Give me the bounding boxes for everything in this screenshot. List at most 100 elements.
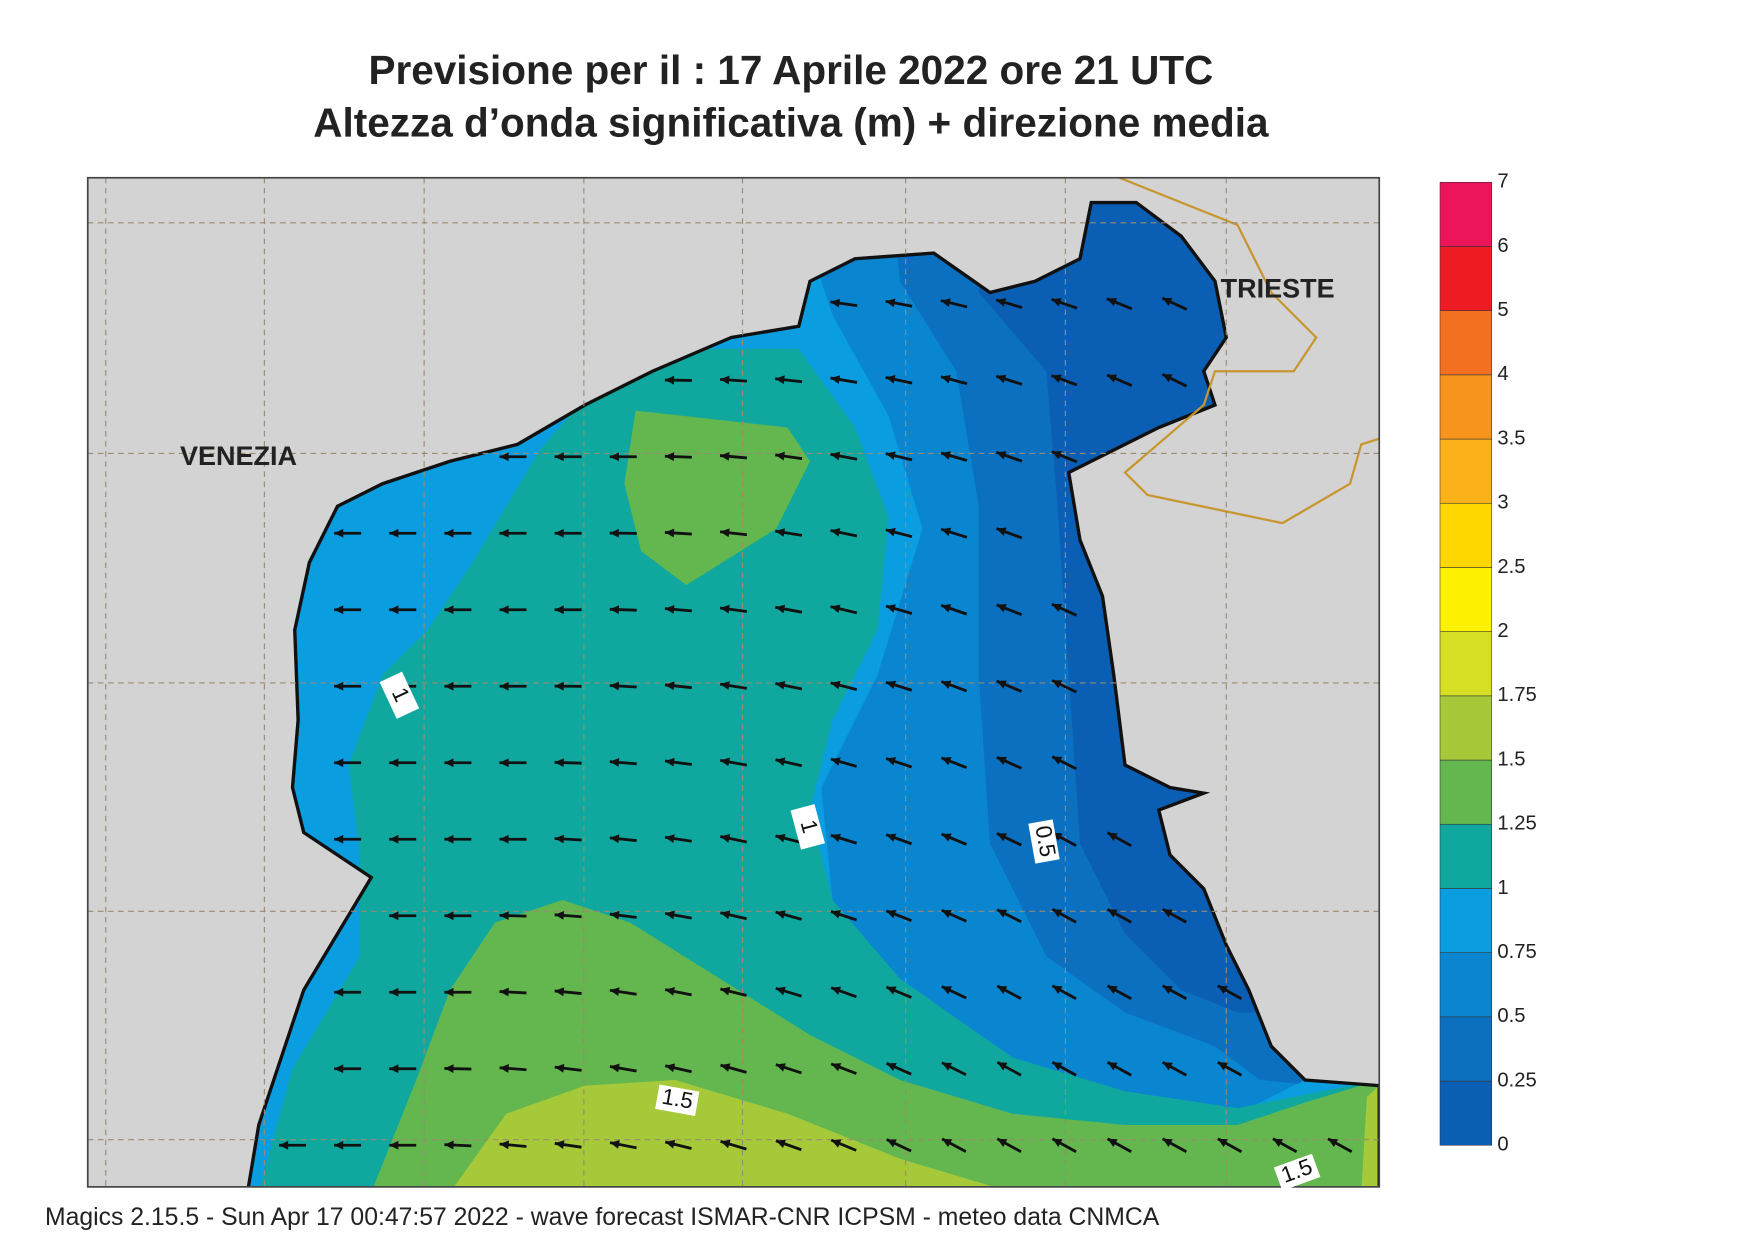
contour-labels: 11 0.51.51.5 xyxy=(379,671,1321,1191)
arrow xyxy=(1161,1137,1188,1153)
arrow-head xyxy=(885,451,896,461)
arrow xyxy=(664,528,692,538)
arrow-head xyxy=(1052,680,1063,689)
arrow-head xyxy=(720,757,730,767)
arrow-head xyxy=(1106,298,1117,307)
arrow-head xyxy=(720,910,731,920)
arrow xyxy=(554,452,582,462)
arrow xyxy=(334,528,362,538)
colorbar-box xyxy=(1439,888,1493,953)
colorbar-box xyxy=(1439,246,1493,311)
frame xyxy=(86,176,1381,1188)
colorbar-box xyxy=(1439,181,1493,247)
arrow xyxy=(389,1064,417,1074)
arrow xyxy=(996,984,1022,1000)
arrow xyxy=(830,910,858,922)
arrow-head xyxy=(554,681,564,691)
colorbar-label: 7 xyxy=(1497,171,1508,193)
arrow xyxy=(279,1140,306,1150)
arrow-head xyxy=(554,605,564,615)
colorbar-box xyxy=(1439,310,1493,376)
arrow-head xyxy=(885,375,896,384)
arrow-head xyxy=(609,605,620,614)
arrow xyxy=(499,681,527,691)
arrow xyxy=(1106,297,1133,311)
contour-label-box xyxy=(1028,819,1060,864)
arrow xyxy=(664,834,692,843)
colorbar-box xyxy=(1439,823,1493,889)
arrow xyxy=(1161,296,1188,311)
colorbar-label: 0.5 xyxy=(1497,1005,1525,1027)
arrow xyxy=(444,528,472,538)
arrow-head xyxy=(941,757,952,766)
arrow-head xyxy=(334,605,344,615)
arrow-head xyxy=(941,909,952,918)
arrow xyxy=(609,681,637,691)
band xyxy=(1361,1085,1380,1187)
colorbar-label: 4 xyxy=(1497,363,1508,385)
arrow xyxy=(885,757,913,769)
arrow-head xyxy=(444,605,454,615)
arrow xyxy=(664,1139,692,1150)
arrow-head xyxy=(1052,985,1063,995)
arrow xyxy=(830,833,858,845)
arrow-head xyxy=(444,834,454,844)
arrow xyxy=(1051,755,1077,771)
arrow xyxy=(389,758,417,768)
arrow-head xyxy=(720,1139,731,1149)
colorbar-box xyxy=(1439,695,1493,761)
arrow-head xyxy=(941,527,952,537)
arrow-head xyxy=(775,986,786,996)
arrow xyxy=(334,834,362,844)
arrow-head xyxy=(830,451,841,461)
arrow-head xyxy=(1107,1062,1118,1071)
arrow xyxy=(996,679,1023,693)
colorbar-box xyxy=(1439,1080,1493,1146)
arrow xyxy=(389,528,417,538)
arrow xyxy=(609,910,637,920)
arrow xyxy=(499,758,527,768)
arrow xyxy=(499,911,527,921)
arrow xyxy=(1161,373,1188,388)
arrow-head xyxy=(997,1062,1008,1071)
arrow xyxy=(554,605,582,615)
arrow-head xyxy=(334,758,344,768)
arrow-head xyxy=(830,604,841,614)
arrow xyxy=(719,681,748,690)
colorbar-box xyxy=(1439,1016,1493,1082)
arrow-head xyxy=(720,1063,731,1072)
arrow xyxy=(499,1140,527,1150)
map xyxy=(87,177,1380,1187)
arrow-head xyxy=(665,834,675,843)
arrow xyxy=(609,1140,637,1150)
arrow xyxy=(719,375,748,385)
arrow-head xyxy=(830,298,841,308)
arrow xyxy=(1051,908,1077,924)
contour-label: 0.5 xyxy=(1028,819,1061,864)
arrow xyxy=(1272,1137,1298,1153)
contour-label-text: 1.5 xyxy=(660,1084,695,1114)
arrow xyxy=(609,758,637,767)
arrow xyxy=(940,451,968,462)
arrow xyxy=(1217,1137,1243,1153)
arrow xyxy=(444,987,472,997)
arrow xyxy=(830,1062,857,1075)
arrow xyxy=(885,604,913,615)
arrow-head xyxy=(389,834,399,844)
arrow-head xyxy=(941,833,952,842)
arrow xyxy=(775,986,802,998)
arrow-head xyxy=(499,681,509,691)
arrow-head xyxy=(1162,374,1173,383)
place-label: TRIESTE xyxy=(1221,273,1335,303)
colorbar-label: 5 xyxy=(1497,299,1508,321)
arrow xyxy=(1106,908,1132,924)
arrow xyxy=(885,985,912,999)
arrow-head xyxy=(941,680,952,689)
arrow xyxy=(940,527,968,539)
arrow xyxy=(389,987,417,997)
arrow-head xyxy=(554,1063,565,1073)
colorbar-box xyxy=(1439,631,1493,697)
arrow xyxy=(444,911,472,921)
arrow-head xyxy=(941,604,952,613)
